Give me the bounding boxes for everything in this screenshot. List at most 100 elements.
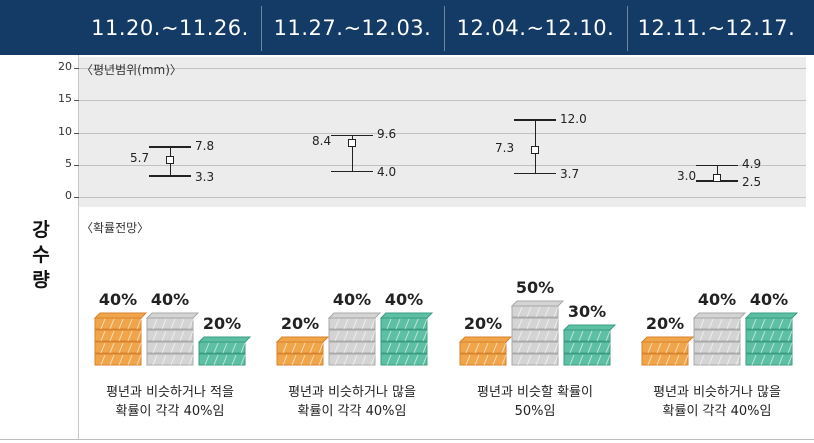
variable-label-char-2: 수 — [32, 244, 50, 266]
forecast-caption: 평년과 비슷하거나 많을 확률이 각각 40%임 — [267, 383, 437, 421]
error-bar-upper-cap — [149, 146, 191, 148]
stack-texture-line — [413, 330, 419, 342]
mean-marker — [348, 138, 356, 147]
stack-texture-line — [361, 330, 367, 342]
stack-texture-line — [395, 330, 401, 342]
stack-texture-line — [535, 354, 541, 366]
stack-texture-line — [483, 342, 489, 354]
stack-texture-line — [422, 330, 428, 342]
stack-texture-line — [213, 342, 219, 354]
stack-texture-line — [222, 342, 228, 354]
stack-texture-line — [544, 342, 550, 354]
stack-texture-line — [318, 342, 324, 354]
caption-line: 50%임 — [514, 404, 556, 419]
stack-texture-line — [404, 354, 410, 366]
stack-texture-line — [656, 354, 662, 366]
y-tick-label: 15 — [58, 92, 72, 105]
probability-stack-비슷 — [510, 300, 565, 366]
stack-texture-line — [587, 354, 593, 366]
stack-texture-line — [760, 354, 766, 366]
stack-texture-line — [596, 330, 602, 342]
stack-texture-line — [517, 318, 523, 330]
stack-layer — [198, 353, 246, 366]
stack-texture-line — [386, 318, 392, 330]
stack-texture-line — [118, 318, 124, 330]
grid-line — [79, 197, 806, 198]
stack-layer — [563, 353, 611, 366]
stack-texture-line — [361, 354, 367, 366]
stack-texture-line — [100, 354, 106, 366]
stack-layer — [146, 341, 194, 354]
stack-texture-line — [553, 342, 559, 354]
stack-texture-line — [240, 342, 246, 354]
stack-texture-line — [170, 318, 176, 330]
stack-texture-line — [161, 330, 167, 342]
stack-texture-line — [587, 342, 593, 354]
y-tick-mark — [74, 165, 79, 166]
caption-line: 평년과 비슷하거나 많을 — [288, 385, 416, 400]
stack-texture-line — [751, 354, 757, 366]
stack-texture-line — [127, 354, 133, 366]
error-bar-upper-cap — [331, 134, 373, 137]
stack-texture-line — [708, 318, 714, 330]
error-bar-lower-cap — [514, 172, 556, 175]
caption-line: 확률이 각각 40%임 — [115, 404, 225, 419]
probability-stack-많음 — [562, 324, 617, 366]
error-bar-lower-cap — [149, 175, 191, 177]
stack-texture-line — [404, 330, 410, 342]
stack-layer — [380, 353, 428, 366]
grid-line — [79, 100, 806, 101]
stack-texture-line — [578, 330, 584, 342]
probability-stack-적음 — [640, 336, 695, 366]
stack-texture-line — [787, 354, 793, 366]
stack-texture-line — [170, 330, 176, 342]
stack-texture-line — [501, 354, 507, 366]
stack-texture-line — [656, 342, 662, 354]
stack-texture-line — [605, 342, 611, 354]
y-tick-mark — [74, 133, 79, 134]
stack-texture-line — [535, 306, 541, 318]
stack-texture-line — [240, 354, 246, 366]
variable-label-char-1: 강 — [32, 219, 50, 241]
stack-texture-line — [188, 342, 194, 354]
stack-texture-line — [769, 318, 775, 330]
stack-texture-line — [647, 354, 653, 366]
variable-column-divider — [78, 55, 79, 440]
stack-layer — [328, 341, 376, 354]
variable-column — [0, 55, 78, 437]
stack-texture-line — [674, 354, 680, 366]
stack-texture-line — [422, 318, 428, 330]
stack-texture-line — [188, 318, 194, 330]
stack-texture-line — [699, 342, 705, 354]
stack-texture-line — [370, 354, 376, 366]
stack-texture-line — [526, 318, 532, 330]
probability-label-적음: 40% — [98, 290, 138, 309]
stack-layer — [511, 317, 559, 330]
stack-texture-line — [404, 318, 410, 330]
forecast-caption: 평년과 비슷하거나 많을 확률이 각각 40%임 — [632, 383, 802, 421]
stack-layer — [380, 329, 428, 342]
caption-line: 평년과 비슷하거나 많을 — [653, 385, 781, 400]
upper-value-label: 12.0 — [560, 111, 587, 126]
grid-line — [79, 133, 806, 134]
stack-texture-line — [404, 342, 410, 354]
upper-value-label: 4.9 — [742, 157, 762, 172]
stack-texture-line — [231, 354, 237, 366]
error-bar-line — [351, 135, 353, 172]
y-tick-mark — [74, 100, 79, 101]
stack-texture-line — [717, 330, 723, 342]
probability-label-적음: 20% — [463, 314, 503, 333]
probability-title: 〈확률전망〉 — [81, 221, 150, 235]
stack-texture-line — [787, 330, 793, 342]
lower-value-label: 3.7 — [560, 167, 580, 182]
y-tick-label: 10 — [58, 125, 72, 138]
probability-label-많음: 20% — [202, 314, 242, 333]
stack-texture-line — [309, 342, 315, 354]
forecast-caption: 평년과 비슷하거나 적을 확률이 각각 40%임 — [85, 383, 255, 421]
stack-texture-line — [544, 354, 550, 366]
stack-texture-line — [179, 330, 185, 342]
stack-texture-line — [370, 342, 376, 354]
stack-top-face — [327, 312, 382, 319]
stack-texture-line — [735, 354, 741, 366]
